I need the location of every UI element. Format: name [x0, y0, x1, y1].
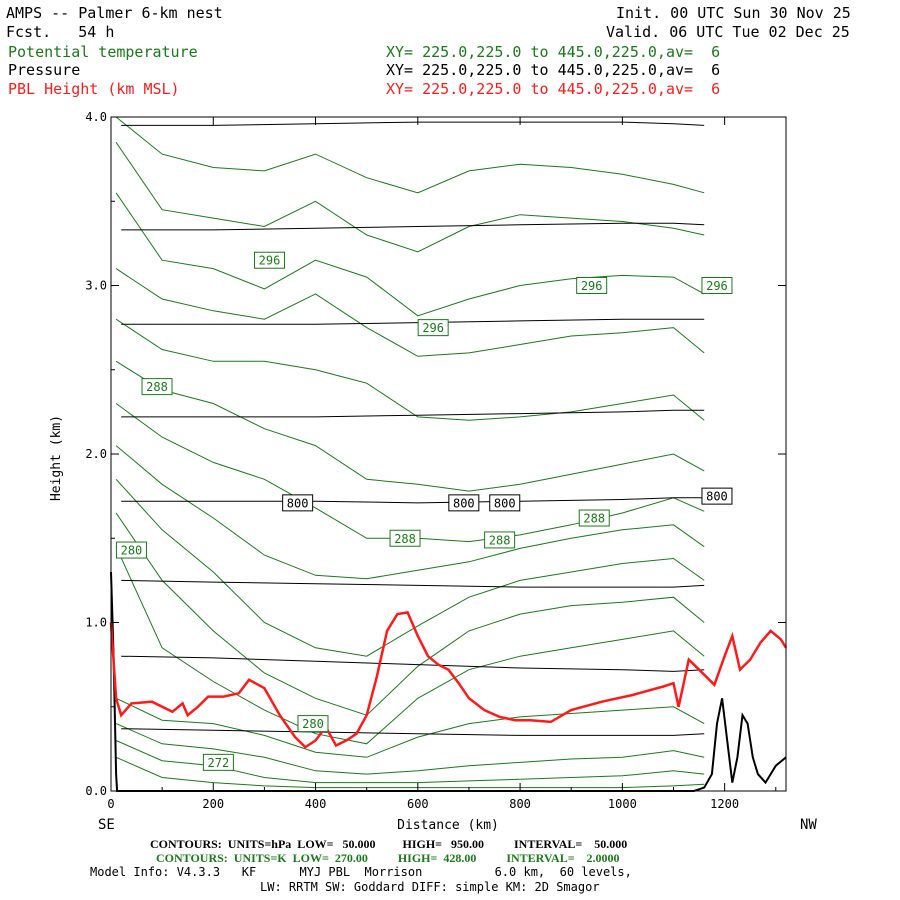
x-tick-label-1000: 1000 — [608, 797, 637, 811]
footer-model-info: Model Info: V4.3.3 KF MYJ PBL Morrison 6… — [90, 865, 632, 879]
contour-label-280: 280 — [121, 544, 143, 558]
contour-label-box-10 — [202, 753, 234, 771]
x-tick-label-800: 800 — [509, 797, 531, 811]
contour-label-box-14 — [701, 487, 733, 505]
contour-label-box-5 — [389, 529, 421, 547]
contour-label-288: 288 — [489, 533, 511, 547]
pressure-contour-950 — [121, 655, 705, 672]
contour-label-box-1 — [417, 319, 449, 337]
contour-label-box-0 — [254, 251, 286, 269]
x-tick-label-1200: 1200 — [710, 797, 739, 811]
x-tick-label-200: 200 — [202, 797, 224, 811]
theta-contour-294 — [115, 268, 705, 357]
theta-contour-296 — [115, 192, 705, 317]
y-tick-label-4.0: 4.0 — [85, 110, 107, 124]
x-tick-label-0: 0 — [107, 797, 114, 811]
contour-label-296: 296 — [422, 321, 444, 335]
contour-label-box-7 — [578, 509, 610, 527]
theta-contour-278 — [115, 697, 705, 758]
contour-label-288: 288 — [583, 512, 605, 526]
theta-contour-288 — [115, 403, 705, 543]
contour-label-296: 296 — [259, 254, 281, 268]
x-tick-label-600: 600 — [407, 797, 429, 811]
init-time: Init. 00 UTC Sun 30 Nov 25 — [616, 4, 851, 22]
pressure-contour-700 — [121, 222, 705, 231]
theta-contour-276 — [115, 723, 705, 775]
contour-label-box-3 — [701, 277, 733, 294]
pbl-height-series — [109, 611, 788, 749]
contour-label-288: 288 — [394, 532, 416, 546]
theta-contour-286 — [115, 445, 705, 580]
axes: 0 200 400 600 800 1000 1200 0.0 1.0 2.0 3.0 4.0 — [85, 110, 786, 811]
contour-label-296: 296 — [581, 279, 603, 293]
contour-label-box-4 — [141, 378, 173, 396]
cross-section-chart: 296 296 296 296 288 288 288 288 280 280 272 800 800 8… — [49, 110, 817, 833]
se-end-label: SE — [98, 817, 115, 833]
pressure-contour-650 — [121, 121, 705, 126]
x-tick-label-400: 400 — [305, 797, 327, 811]
contour-labels: 296 296 296 296 288 288 288 288 280 280 272 800 800 8… — [115, 251, 733, 771]
field-pressure-xy: XY= 225.0,225.0 to 445.0,225.0,av= 6 — [386, 61, 721, 79]
y-tick-label-2.0: 2.0 — [85, 447, 107, 461]
contour-label-box-9 — [297, 715, 329, 733]
contour-label-box-6 — [484, 531, 516, 549]
pressure-contour-900 — [121, 579, 705, 588]
chart-title: AMPS -- Palmer 6-km nest — [6, 4, 223, 22]
contour-label-box-12 — [448, 494, 480, 512]
theta-contour-300 — [115, 116, 705, 194]
theta-contours — [115, 116, 705, 789]
field-pbl-name: PBL Height (km MSL) — [8, 80, 180, 98]
contour-label-800: 800 — [706, 490, 728, 504]
field-pbl-xy: XY= 225.0,225.0 to 445.0,225.0,av= 6 — [386, 80, 721, 98]
contour-label-800: 800 — [494, 496, 516, 510]
y-axis-label: Height (km) — [49, 415, 64, 501]
pbl-height-line — [109, 611, 788, 749]
y-tick-label-3.0: 3.0 — [85, 279, 107, 293]
theta-contour-284 — [115, 478, 705, 657]
theta-contour-290 — [115, 360, 705, 492]
valid-time: Valid. 06 UTC Tue 02 Dec 25 — [606, 23, 850, 41]
x-axis-label: Distance (km) — [397, 818, 499, 833]
field-theta-xy: XY= 225.0,225.0 to 445.0,225.0,av= 6 — [386, 43, 721, 61]
forecast-hour: Fcst. 54 h — [6, 23, 115, 41]
contour-label-box-11 — [282, 494, 314, 512]
footer-theta-contours: CONTOURS: UNITS=K LOW= 270.00 HIGH= 428.… — [156, 851, 620, 865]
nw-end-label: NW — [800, 817, 817, 833]
contour-label-272: 272 — [208, 756, 230, 770]
y-tick-label-0.0: 0.0 — [85, 784, 107, 798]
y-tick-label-1.0: 1.0 — [85, 616, 107, 630]
footer-model-info-2: LW: RRTM SW: Goddard DIFF: simple KM: 2D… — [260, 880, 600, 894]
contour-label-800: 800 — [287, 496, 309, 510]
theta-contour-292 — [115, 318, 705, 421]
contour-label-288: 288 — [146, 380, 168, 394]
theta-contour-298 — [115, 142, 705, 253]
contour-label-box-13 — [489, 494, 521, 512]
theta-contour-280 — [115, 546, 705, 745]
pressure-contours — [121, 121, 705, 736]
contour-label-296: 296 — [706, 279, 728, 293]
contour-label-800: 800 — [453, 496, 475, 510]
field-pressure-name: Pressure — [8, 61, 81, 79]
pressure-contour-850 — [121, 497, 705, 504]
contour-label-box-2 — [576, 277, 608, 294]
pressure-contour-1000 — [121, 728, 705, 736]
contour-label-280: 280 — [302, 717, 324, 731]
field-theta-name: Potential temperature — [8, 43, 198, 61]
contour-label-box-8 — [115, 541, 147, 559]
pressure-contour-800 — [121, 409, 705, 418]
footer-pressure-contours: CONTOURS: UNITS=hPa LOW= 50.000 HIGH= 95… — [150, 837, 628, 851]
theta-contour-282 — [115, 512, 705, 716]
pressure-contour-750 — [121, 318, 705, 325]
